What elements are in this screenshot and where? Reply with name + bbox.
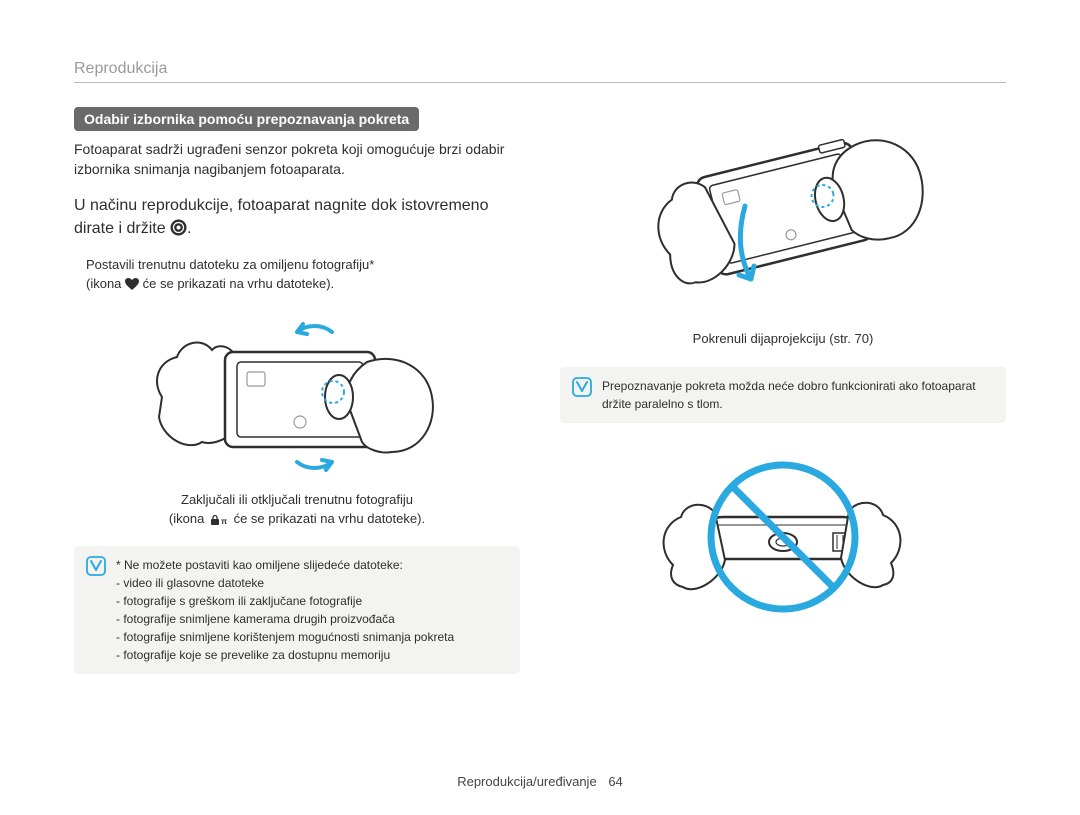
left-column: Odabir izbornika pomoću prepoznavanja po… xyxy=(74,107,520,674)
lock-caption: Zaključali ili otključali trenutnu fotog… xyxy=(74,491,520,529)
lead-text-post: . xyxy=(187,220,191,237)
footnote-box: * Ne možete postaviti kao omiljene slije… xyxy=(74,546,520,674)
footnote-item: - fotografije s greškom ili zaključane f… xyxy=(116,592,454,610)
footnote-content: * Ne možete postaviti kao omiljene slije… xyxy=(116,556,454,664)
intro-text: Fotoaparat sadrži ugrađeni senzor pokret… xyxy=(74,139,520,180)
page-footer: Reprodukcija/uređivanje 64 xyxy=(0,774,1080,789)
lock-on-icon: π xyxy=(208,514,230,526)
fav-line1: Postavili trenutnu datoteku za omiljenu … xyxy=(86,257,374,272)
tilt-side-illustration xyxy=(560,111,1006,316)
footnote-item: - fotografije snimljene korištenjem mogu… xyxy=(116,628,454,646)
footnote-item: - fotografije koje se prevelike za dostu… xyxy=(116,646,454,664)
page-number: 64 xyxy=(608,774,622,789)
lead-text-pre: U načinu reprodukcije, fotoaparat nagnit… xyxy=(74,197,488,237)
footnote-item: - fotografije snimljene kamerama drugih … xyxy=(116,610,454,628)
warning-text: Prepoznavanje pokreta možda neće dobro f… xyxy=(602,377,994,413)
chapter-title: Reprodukcija xyxy=(74,60,1006,83)
fav-line2-post: će se prikazati na vrhu datoteke). xyxy=(139,276,334,291)
lock-line1: Zaključali ili otključali trenutnu fotog… xyxy=(181,492,413,507)
lead-text: U načinu reprodukcije, fotoaparat nagnit… xyxy=(74,194,520,240)
favorite-caption: Postavili trenutnu datoteku za omiljenu … xyxy=(74,256,520,294)
target-icon xyxy=(170,219,187,236)
footnote-item: - video ili glasovne datoteke xyxy=(116,574,454,592)
right-column: Pokrenuli dijaprojekciju (str. 70) Prepo… xyxy=(560,107,1006,674)
note-icon xyxy=(86,556,106,664)
footer-section: Reprodukcija/uređivanje xyxy=(457,774,596,789)
flat-hold-illustration xyxy=(560,445,1006,620)
footnote-star: * Ne možete postaviti kao omiljene slije… xyxy=(116,558,403,572)
lock-line2-pre: (ikona xyxy=(169,511,208,526)
heart-icon xyxy=(125,278,139,291)
note-icon xyxy=(572,377,592,413)
lock-line2-post: će se prikazati na vrhu datoteke). xyxy=(230,511,425,526)
warning-box: Prepoznavanje pokreta možda neće dobro f… xyxy=(560,367,1006,423)
fav-line2-pre: (ikona xyxy=(86,276,125,291)
svg-text:π: π xyxy=(221,517,227,526)
tilt-forward-illustration xyxy=(74,302,520,477)
section-heading: Odabir izbornika pomoću prepoznavanja po… xyxy=(74,107,419,131)
slideshow-caption: Pokrenuli dijaprojekciju (str. 70) xyxy=(560,330,1006,349)
